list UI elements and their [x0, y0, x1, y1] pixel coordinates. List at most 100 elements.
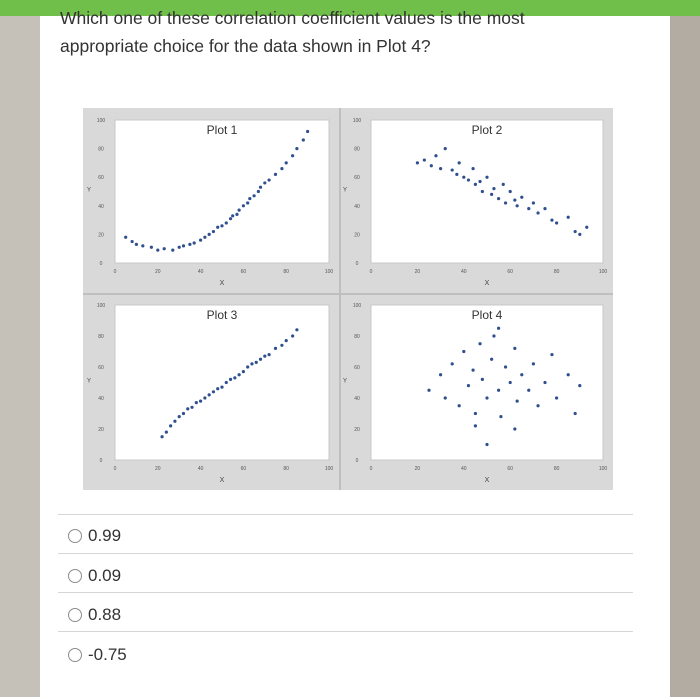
scatter-point: [578, 384, 582, 388]
y-tick-label: 80: [98, 147, 104, 153]
y-tick-label: 40: [98, 396, 104, 402]
scatter-point: [237, 373, 241, 377]
scatter-point: [124, 235, 128, 239]
scatter-point: [480, 189, 484, 194]
scatter-point: [256, 189, 260, 194]
y-tick-label: 60: [98, 175, 104, 181]
option-0-88[interactable]: 0.88: [68, 605, 121, 625]
option-0-09[interactable]: 0.09: [68, 566, 121, 586]
scatter-point: [508, 189, 512, 194]
scatter-point: [194, 401, 198, 405]
scatter-point: [301, 138, 305, 142]
scatter-point: [443, 147, 447, 151]
scatter-point: [450, 362, 454, 366]
x-tick-label: 60: [241, 269, 247, 275]
background-right: [670, 0, 700, 697]
scatter-point: [555, 396, 559, 400]
plot-title: Plot 1: [207, 123, 238, 137]
scatter-point: [149, 245, 153, 249]
radio-icon[interactable]: [68, 648, 82, 662]
y-axis-label: Y: [343, 379, 347, 385]
scatter-point: [466, 178, 471, 182]
scatter-point: [186, 407, 190, 411]
plot-divider-vertical: [339, 108, 341, 490]
scatter-point: [156, 248, 160, 252]
scatter-plot-3: Plot 3 0 20 40 60 80 100 0 20 40 60 80 100 X Y: [87, 303, 333, 484]
x-tick-label: 80: [283, 269, 289, 275]
scatter-point: [492, 334, 496, 338]
x-tick-label: 0: [370, 269, 373, 275]
option-label: 0.09: [88, 566, 122, 585]
scatter-point: [246, 365, 250, 369]
scatter-point: [237, 208, 241, 212]
scatter-plot-2: Plot 2 0 20 40 60 80 100 0 20 40 60 80 100 X Y: [343, 118, 607, 287]
x-tick-label: 40: [198, 269, 204, 275]
scatter-point: [258, 185, 263, 189]
radio-icon[interactable]: [68, 608, 82, 622]
scatter-point: [427, 388, 431, 392]
scatter-point: [284, 339, 288, 343]
scatter-point: [543, 207, 547, 211]
scatter-point: [550, 353, 554, 357]
scatter-point: [543, 380, 547, 385]
scatter-point: [267, 353, 271, 357]
scatter-point: [501, 182, 505, 186]
scatter-point: [492, 187, 496, 191]
x-tick-label: 20: [155, 269, 161, 275]
y-tick-label: 100: [97, 303, 106, 309]
x-tick-label: 80: [554, 269, 560, 275]
background-left: [0, 0, 40, 697]
scatter-point: [203, 396, 207, 400]
option-0-99[interactable]: 0.99: [68, 526, 121, 546]
scatter-point: [192, 241, 196, 245]
scatter-point: [497, 388, 501, 392]
scatter-point: [434, 154, 438, 158]
scatter-point: [211, 229, 216, 234]
scatter-point: [252, 194, 256, 198]
question-line-1: Which one of these correlation coefficie…: [60, 8, 525, 28]
scatter-point: [531, 201, 535, 205]
y-tick-label: 40: [98, 204, 104, 210]
scatter-point: [515, 204, 519, 208]
scatter-point: [497, 326, 501, 330]
option-neg-0-75[interactable]: -0.75: [68, 645, 127, 665]
y-tick-label: 60: [354, 365, 360, 371]
y-tick-label: 100: [353, 303, 362, 309]
scatter-point: [503, 365, 508, 369]
scatter-point: [284, 161, 288, 165]
scatter-point: [224, 221, 228, 225]
option-separator: [58, 631, 633, 632]
y-tick-label: 40: [354, 396, 360, 402]
x-tick-label: 0: [370, 466, 373, 472]
scatter-point: [439, 167, 443, 171]
scatter-point: [306, 129, 310, 134]
scatter-point: [171, 248, 175, 252]
scatter-point: [527, 388, 531, 392]
plot-area: [370, 304, 604, 461]
x-tick-label: 80: [283, 466, 289, 472]
y-tick-label: 20: [98, 427, 104, 433]
scatter-point: [536, 211, 540, 215]
scatter-point: [573, 229, 577, 234]
scatter-point: [485, 442, 489, 447]
radio-icon[interactable]: [68, 529, 82, 543]
y-tick-label: 100: [353, 118, 362, 124]
scatter-point: [246, 201, 250, 205]
x-tick-label: 100: [599, 466, 608, 472]
y-tick-label: 60: [354, 175, 360, 181]
scatter-point: [478, 342, 482, 346]
scatter-point: [273, 346, 278, 350]
scatter-point: [169, 424, 173, 428]
scatter-point: [471, 368, 475, 372]
x-tick-label: 0: [114, 269, 117, 275]
y-tick-label: 0: [100, 261, 103, 267]
scatter-point: [573, 411, 577, 416]
scatter-point: [181, 244, 186, 248]
scatter-point: [531, 362, 535, 366]
option-separator: [58, 553, 633, 554]
scatter-point: [250, 362, 254, 366]
radio-icon[interactable]: [68, 569, 82, 583]
plot-area: [114, 119, 330, 264]
scatter-point: [478, 179, 482, 184]
scatter-point: [520, 373, 524, 377]
